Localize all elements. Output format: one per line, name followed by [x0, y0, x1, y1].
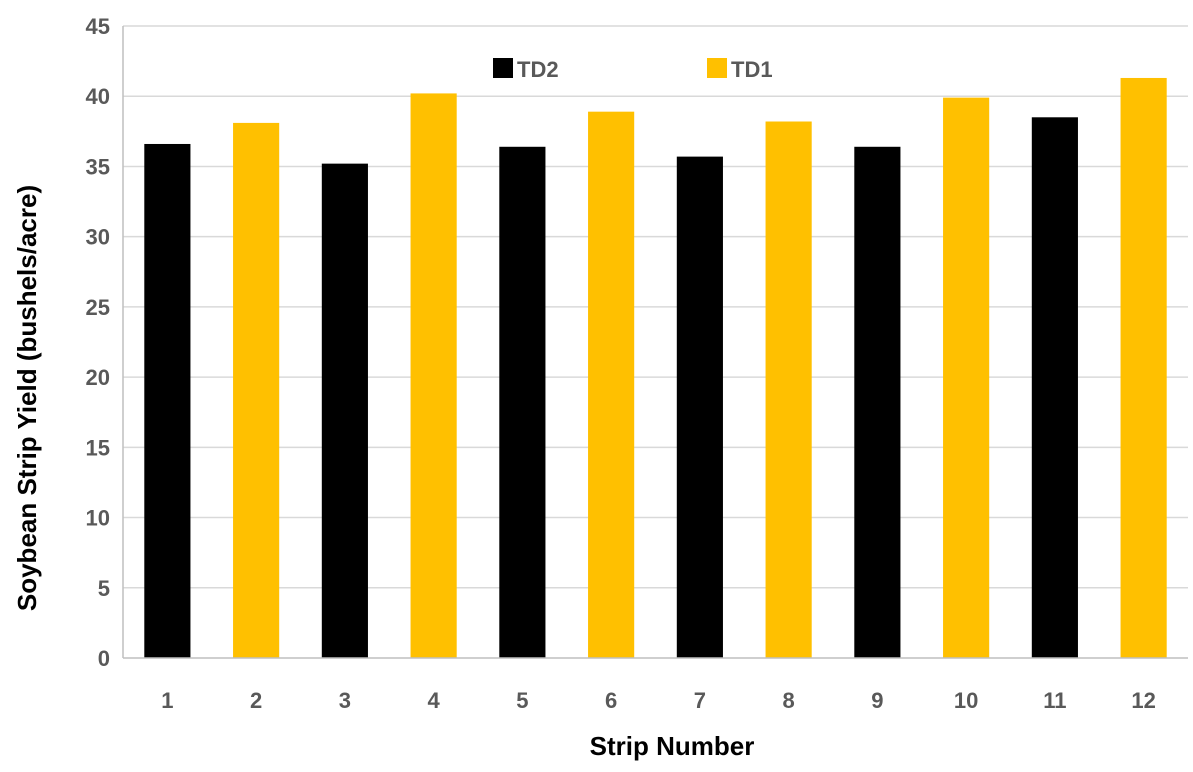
bar-strip-11	[1031, 117, 1078, 659]
legend-label-td2: TD2	[517, 57, 559, 82]
x-tick-labels: 1 2 3 4 5 6 7 8 9 10 11 12	[161, 688, 1156, 713]
y-axis-title: Soybean Strip Yield (bushels/acre)	[12, 185, 42, 611]
bar-strip-12	[1120, 77, 1167, 658]
bar-strip-9	[854, 146, 901, 658]
legend-swatch-td1	[707, 58, 727, 78]
bar-strip-3	[321, 163, 368, 658]
y-tick-label: 5	[98, 576, 110, 601]
x-axis-title: Strip Number	[590, 731, 755, 761]
y-tick-label: 35	[86, 154, 110, 179]
x-tick-label: 4	[428, 688, 441, 713]
x-tick-label: 2	[250, 688, 262, 713]
y-tick-label: 45	[86, 14, 110, 39]
x-tick-label: 7	[694, 688, 706, 713]
legend-label-td1: TD1	[731, 57, 773, 82]
gridlines	[123, 25, 1188, 589]
x-tick-label: 10	[954, 688, 978, 713]
axes	[122, 26, 1188, 659]
bar-strip-8	[765, 121, 812, 659]
y-tick-label: 15	[86, 435, 110, 460]
bar-strip-2	[233, 122, 280, 658]
y-tick-labels: 0 5 10 15 20 25 30 35 40 45	[86, 14, 110, 671]
y-tick-label: 25	[86, 295, 110, 320]
legend-swatch-td2	[493, 58, 513, 78]
bar-strip-7	[676, 156, 723, 658]
bar-strip-1	[144, 143, 191, 658]
x-tick-label: 8	[783, 688, 795, 713]
y-tick-label: 20	[86, 365, 110, 390]
x-tick-label: 11	[1043, 688, 1066, 713]
y-tick-label: 30	[86, 225, 110, 250]
y-tick-label: 0	[98, 646, 110, 671]
x-tick-label: 12	[1131, 688, 1155, 713]
bars	[144, 77, 1167, 659]
y-tick-label: 10	[86, 506, 110, 531]
x-tick-label: 1	[161, 688, 173, 713]
bar-strip-10	[943, 97, 990, 659]
x-tick-label: 5	[516, 688, 528, 713]
x-tick-label: 6	[605, 688, 617, 713]
y-tick-label: 40	[86, 84, 110, 109]
x-tick-label: 9	[871, 688, 883, 713]
bar-strip-4	[410, 93, 457, 658]
x-tick-label: 3	[339, 688, 351, 713]
bar-strip-5	[499, 146, 546, 658]
bar-strip-6	[588, 111, 635, 658]
legend: TD2 TD1	[493, 57, 773, 82]
